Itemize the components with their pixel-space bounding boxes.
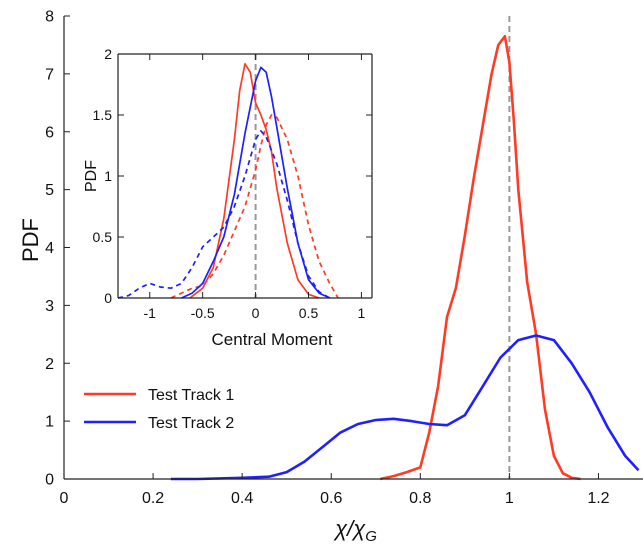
main-y-tick-label: 1: [45, 414, 54, 431]
inset-x-tick-label: 1: [358, 305, 366, 321]
legend: Test Track 1 Test Track 2: [84, 387, 234, 432]
inset-y-ticks: 0 0.5 1 1.5 2: [93, 46, 372, 306]
main-x-ticks: 0 0.2 0.4 0.6 0.8 1 1.2: [60, 473, 610, 507]
main-y-ticks: 0 1 2 3 4 5 6 7 8: [45, 9, 70, 489]
inset-plot: -1 -0.5 0 0.5 1 0 0.5 1 1.5 2 PDF Central Moment: [83, 46, 373, 349]
inset-x-tick-label: 0.5: [299, 305, 319, 321]
inset-x-tick-label: -1: [144, 305, 157, 321]
main-plot: 0 0.2 0.4 0.6 0.8 1 1.2 0 1 2 3 4 5 6 7 8 PDF χ/χG: [18, 9, 643, 544]
inset-series-line-4: [117, 130, 331, 299]
main-x-tick-label: 0.2: [142, 490, 164, 507]
main-x-tick-label: 0.6: [320, 490, 342, 507]
inset-y-tick-label: 1.5: [93, 107, 113, 123]
legend-label-test-track-1: Test Track 1: [148, 387, 234, 404]
inset-y-tick-label: 1: [104, 168, 112, 184]
main-x-tick-label: 1.2: [587, 490, 609, 507]
main-x-tick-label: 1: [505, 490, 514, 507]
inset-series-line-3: [181, 66, 331, 299]
main-y-tick-label: 0: [45, 472, 54, 489]
legend-label-test-track-2: Test Track 2: [148, 415, 234, 432]
inset-background: [118, 54, 372, 298]
inset-y-tick-label: 0: [104, 290, 112, 306]
x-axis-label-subscript: G: [365, 528, 377, 544]
inset-x-tick-label: -0.5: [191, 305, 215, 321]
main-y-tick-label: 6: [45, 124, 54, 141]
main-x-axis-label: χ/χG: [333, 516, 377, 544]
main-y-tick-label: 7: [45, 66, 54, 83]
inset-series-line-2: [170, 114, 339, 299]
main-x-tick-label: 0.8: [409, 490, 431, 507]
main-y-tick-label: 8: [45, 9, 54, 26]
main-series-line-1: [379, 34, 581, 481]
inset-x-tick-label: 0: [252, 305, 260, 321]
main-y-tick-label: 3: [45, 298, 54, 315]
inset-series-line-1: [189, 62, 320, 299]
inset-x-ticks: -1 -0.5 0 0.5 1: [144, 54, 366, 321]
inset-x-axis-label: Central Moment: [212, 330, 333, 349]
main-x-tick-label: 0.4: [231, 490, 253, 507]
x-axis-label-main-text: χ/χ: [333, 516, 366, 541]
main-y-tick-label: 5: [45, 182, 54, 199]
main-y-tick-label: 2: [45, 356, 54, 373]
main-x-tick-label: 0: [60, 490, 69, 507]
main-series-group: [170, 16, 640, 481]
inset-y-tick-label: 0.5: [93, 229, 113, 245]
main-series-line-2: [170, 334, 640, 481]
main-y-tick-label: 4: [45, 240, 54, 257]
inset-series-group: [117, 54, 339, 299]
main-y-axis-label: PDF: [18, 218, 43, 262]
inset-y-axis-label: PDF: [83, 160, 100, 192]
inset-y-tick-label: 2: [104, 46, 112, 62]
